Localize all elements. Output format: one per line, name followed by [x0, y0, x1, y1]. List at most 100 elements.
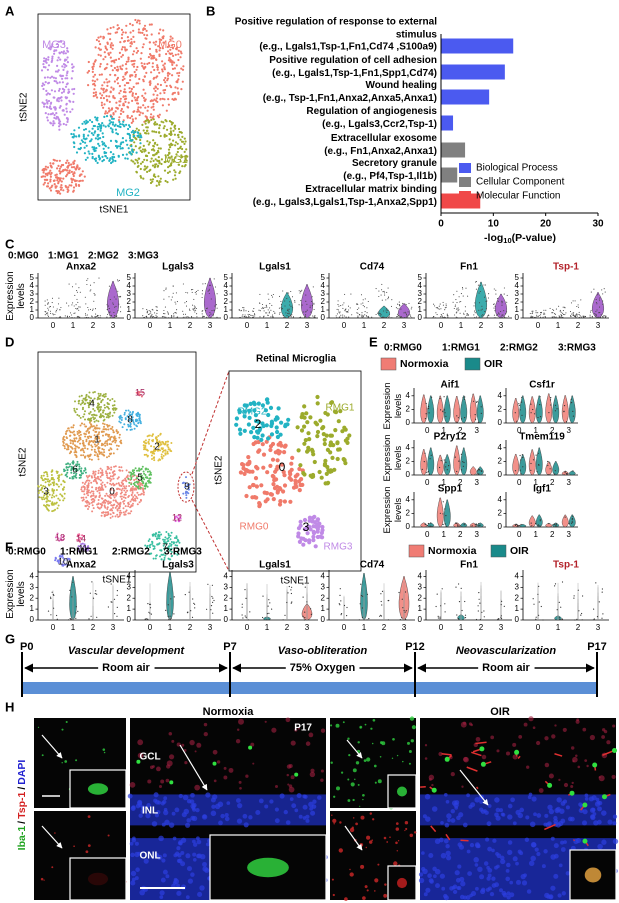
- x-tick-label: 0: [342, 321, 347, 330]
- cell-dot: [49, 483, 52, 486]
- x-tick-label: 0: [536, 321, 541, 330]
- cell-dot: [152, 102, 155, 106]
- cell-dot: [127, 101, 130, 104]
- cell-dot: [99, 43, 102, 46]
- cell-dot: [54, 174, 57, 177]
- cell-dot: [144, 476, 147, 479]
- cell-dot: [111, 601, 113, 603]
- cell-dot: [440, 460, 442, 462]
- x-tick-label: 3: [567, 478, 572, 487]
- cell-dot: [484, 310, 486, 313]
- cell-dot: [102, 501, 105, 504]
- cell-dot: [261, 303, 264, 306]
- cell-dot: [62, 561, 65, 563]
- cell-dot: [174, 156, 177, 159]
- cell-dot: [86, 476, 89, 479]
- cell-dot: [310, 300, 313, 302]
- cell-dot: [424, 452, 426, 454]
- cell-dot: [66, 448, 69, 451]
- cell-dot: [461, 317, 463, 319]
- cell-dot: [387, 287, 389, 289]
- cell-dot: [88, 421, 91, 424]
- cell-dot: [455, 317, 457, 319]
- cell-dot: [109, 139, 113, 142]
- cell-dot: [286, 309, 288, 312]
- cell-dot: [68, 99, 71, 102]
- cell-dot: [602, 293, 604, 295]
- cell-dot: [548, 523, 550, 525]
- cell-dot: [111, 131, 114, 134]
- cell-dot: [120, 311, 122, 313]
- cell-dot: [169, 549, 171, 552]
- cell-dot: [117, 280, 119, 282]
- cluster-key: 3:RMG3: [558, 343, 596, 354]
- cell-dot: [58, 559, 61, 562]
- cell-dot: [106, 41, 109, 44]
- cell-dot: [134, 418, 137, 421]
- cell-dot: [286, 417, 291, 422]
- cell-dot: [522, 456, 524, 459]
- violin: [443, 499, 451, 528]
- cell-dot: [475, 280, 478, 283]
- cell-dot: [92, 308, 94, 310]
- cell-dot: [176, 547, 179, 550]
- cell-dot: [137, 392, 140, 395]
- cell-dot: [87, 508, 89, 510]
- cell-dot: [123, 84, 126, 87]
- cell-dot: [114, 123, 117, 126]
- cell-dot: [98, 431, 101, 434]
- cell-dot: [64, 563, 67, 566]
- cell-dot: [463, 524, 465, 526]
- cell-dot: [77, 402, 80, 405]
- cell-dot: [116, 69, 119, 72]
- cell-dot: [181, 147, 184, 151]
- cell-dot: [112, 117, 115, 120]
- cell-dot: [174, 544, 177, 547]
- cell-dot: [478, 469, 480, 471]
- cell-dot: [79, 306, 81, 308]
- cell-dot: [161, 47, 164, 50]
- cell-dot: [65, 64, 68, 67]
- y-tick-label: 0: [321, 313, 326, 322]
- cell-dot: [142, 177, 145, 180]
- cell-dot: [112, 26, 115, 29]
- cell-dot: [44, 60, 47, 63]
- cell-dot: [602, 303, 604, 305]
- cell-dot: [169, 538, 172, 541]
- cell-dot: [64, 474, 67, 477]
- cell-dot: [168, 143, 171, 146]
- cell-dot: [140, 136, 143, 139]
- cell-dot: [368, 317, 370, 319]
- cell-dot: [191, 291, 193, 293]
- cell-dot: [122, 511, 125, 514]
- cell-dot: [41, 498, 44, 501]
- cell-dot: [271, 314, 274, 316]
- cell-dot: [78, 431, 80, 434]
- cell-dot: [98, 144, 101, 147]
- cell-dot: [314, 316, 316, 318]
- cell-dot: [315, 429, 321, 435]
- violin: [545, 461, 553, 476]
- cell-dot: [90, 397, 92, 400]
- cell-dot: [163, 91, 166, 94]
- cell-dot: [49, 178, 52, 181]
- cell-dot: [108, 285, 110, 287]
- cell-dot: [196, 313, 198, 315]
- cell-dot: [169, 127, 172, 130]
- gene-title: Anxa2: [66, 262, 96, 273]
- cell-dot: [96, 503, 99, 506]
- cell-dot: [137, 134, 140, 137]
- cell-dot: [442, 410, 444, 412]
- cell-dot: [82, 498, 85, 501]
- cell-dot: [96, 427, 99, 430]
- cell-dot: [146, 480, 149, 483]
- cell-dot: [118, 120, 121, 123]
- cell-dot: [125, 123, 128, 126]
- cell-dot: [140, 499, 142, 502]
- cell-dot: [400, 315, 402, 318]
- cell-dot: [129, 75, 132, 78]
- cell-dot: [96, 490, 99, 493]
- cell-dot: [57, 56, 60, 59]
- cell-dot: [80, 394, 83, 397]
